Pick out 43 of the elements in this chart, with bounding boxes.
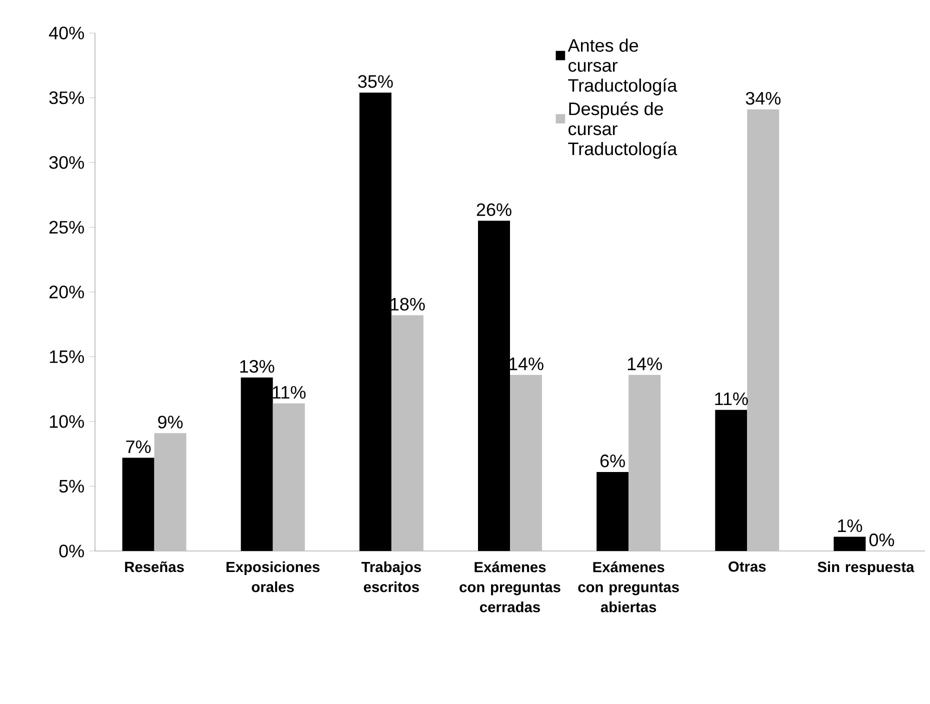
bar: [240, 377, 273, 551]
y-tick-label: 25%: [49, 220, 84, 234]
bar: [272, 403, 305, 551]
data-label: 1%: [838, 519, 862, 532]
x-tick-label: Exámenes con preguntas cerradas: [460, 561, 560, 612]
data-label: 35%: [358, 75, 393, 88]
y-tick-label: 10%: [50, 415, 84, 428]
bar: [715, 410, 748, 551]
bar: [122, 458, 154, 551]
x-tick-label: Trabajos escritos: [361, 561, 421, 592]
bar: [359, 92, 392, 551]
data-label: 26%: [476, 203, 512, 216]
y-tick-label: 20%: [49, 286, 84, 298]
bar: [154, 433, 186, 551]
x-tick-label: Sin respuesta: [818, 561, 914, 576]
y-tick-label: 5%: [59, 480, 84, 493]
legend-label: Después de cursar Traductología: [568, 102, 678, 159]
data-label: 14%: [628, 358, 662, 370]
bar: [510, 374, 542, 551]
y-tick-label: 30%: [49, 156, 84, 169]
bar: [596, 472, 629, 551]
data-label: 34%: [746, 92, 781, 105]
data-label: 7%: [126, 440, 151, 454]
bar: [834, 536, 866, 551]
y-tick-label: 35%: [49, 91, 84, 104]
x-tick-label: Exámenes con preguntas abiertas: [578, 561, 679, 612]
data-label: 13%: [240, 360, 274, 373]
data-label: 11%: [715, 392, 748, 406]
x-tick-label: Otras: [728, 561, 766, 572]
y-tick-label: 15%: [50, 350, 84, 364]
x-tick-label: Reseñas: [125, 561, 184, 572]
bar: [478, 220, 510, 551]
y-tick-label: 40%: [48, 26, 84, 40]
legend-label: Antes de cursar Traductología: [568, 38, 678, 96]
data-label: 9%: [158, 416, 183, 428]
x-tick-label: Exposiciones orales: [226, 561, 320, 592]
bar: [391, 315, 424, 551]
y-tick-label: 0%: [59, 544, 84, 558]
data-label: 0%: [869, 534, 894, 546]
bar: [747, 109, 780, 551]
data-label: 6%: [600, 454, 625, 468]
data-label: 14%: [509, 358, 544, 370]
bar: [628, 374, 661, 551]
